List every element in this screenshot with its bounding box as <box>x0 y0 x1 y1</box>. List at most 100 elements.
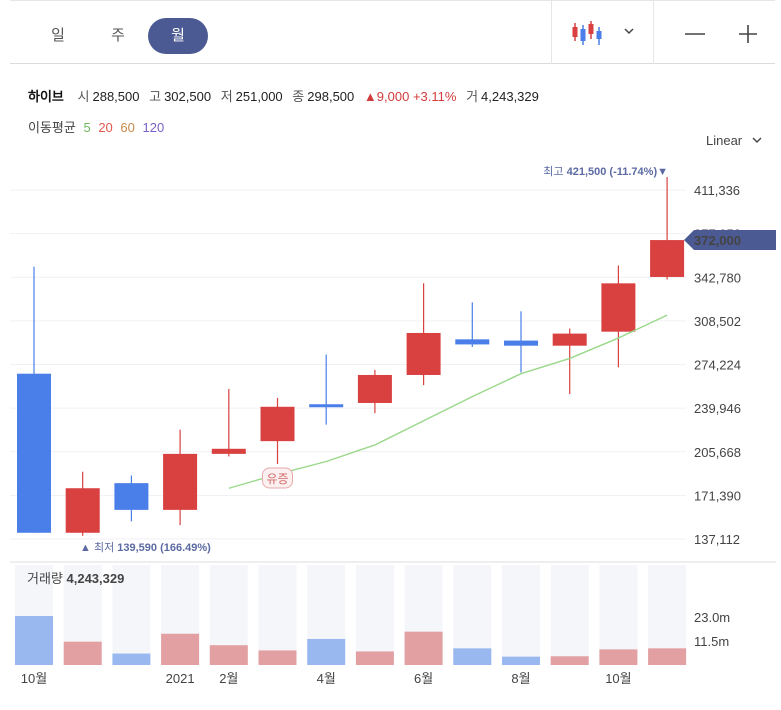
candle-body <box>455 339 490 345</box>
toolbar-divider <box>653 1 654 64</box>
ohlc-info: 하이브 시 288,500 고 302,500 저 251,000 종 298,500 … <box>28 86 545 105</box>
volume-bar <box>404 631 443 665</box>
ma-period-20: 20 <box>98 120 113 135</box>
event-badge <box>262 467 293 489</box>
low-annotation-prefix: 최저 <box>94 541 117 554</box>
price-tick-label: 171,390 <box>694 488 741 503</box>
open-label: 시 <box>77 89 90 104</box>
candle-body <box>309 404 344 408</box>
high-annotation: 최고 421,500 (-11.74%)▼ <box>543 165 668 178</box>
volume-value: 4,243,329 <box>481 89 539 104</box>
x-tick-label: 2021 <box>166 671 195 686</box>
low-value: 251,000 <box>235 89 283 104</box>
zoom-in-button[interactable] <box>728 15 768 51</box>
candle-body <box>601 283 636 332</box>
ma-period-120: 120 <box>142 120 165 135</box>
volume-bar <box>258 650 297 665</box>
candle-body <box>504 340 538 346</box>
stock-name: 하이브 <box>28 89 64 104</box>
change-value: 9,000 <box>376 89 410 104</box>
period-toolbar: 일 주 월 <box>10 0 775 64</box>
price-tick-label: 274,224 <box>694 358 741 373</box>
candle-body <box>552 333 587 346</box>
candle-body <box>211 448 246 454</box>
scale-mode-dropdown[interactable]: Linear <box>706 133 764 148</box>
candle-body <box>114 483 149 510</box>
volume-bar <box>15 616 53 665</box>
change-percent: +3.11% <box>412 89 457 104</box>
volume-bar <box>63 641 102 665</box>
x-tick-label: 8월 <box>511 671 530 686</box>
volume-bar <box>453 648 492 665</box>
toolbar-divider <box>551 1 552 64</box>
volume-bar <box>599 649 638 665</box>
chevron-down-icon <box>752 137 762 143</box>
volume-bar <box>502 656 540 665</box>
volume-column-bg <box>502 565 540 665</box>
moving-average-legend[interactable]: 이동평균 5 20 60 120 <box>28 117 168 136</box>
candle-body <box>357 374 392 403</box>
tab-month[interactable]: 월 <box>148 18 208 54</box>
candle-body <box>163 453 198 510</box>
x-tick-label: 10월 <box>605 671 631 686</box>
candle-body <box>260 406 295 442</box>
tab-week[interactable]: 주 <box>111 27 125 44</box>
high-label: 고 <box>149 89 162 104</box>
low-label: 저 <box>220 89 233 104</box>
volume-bar <box>112 653 151 665</box>
minus-icon <box>685 33 705 35</box>
volume-bar <box>550 656 589 665</box>
change-arrow-icon: ▲ <box>363 89 377 104</box>
volume-column-bg <box>258 565 297 665</box>
low-annotation: ▲ 최저 139,590 (166.49%) <box>80 541 211 554</box>
ma-label: 이동평균 <box>28 120 76 135</box>
price-tick-label: 411,336 <box>694 183 740 198</box>
volume-total: 4,243,329 <box>67 571 125 586</box>
candlestick-icon <box>572 21 602 45</box>
volume-column-bg <box>112 565 151 665</box>
volume-tick-label: 23.0m <box>694 610 730 625</box>
ma-period-60: 60 <box>120 120 135 135</box>
candle-body <box>650 240 685 277</box>
volume-column-bg <box>355 565 394 665</box>
price-tick-label: 239,946 <box>694 401 741 416</box>
volume-bar <box>161 633 200 665</box>
chart-type-dropdown[interactable] <box>616 15 642 51</box>
candle-body <box>65 488 100 533</box>
high-value: 302,500 <box>164 89 212 104</box>
x-tick-label: 10월 <box>21 671 47 686</box>
zoom-out-button[interactable] <box>675 15 715 51</box>
x-tick-label: 4월 <box>317 671 336 686</box>
volume-bar <box>209 645 248 665</box>
volume-bar <box>307 638 346 665</box>
volume-tick-label: 11.5m <box>694 634 729 649</box>
price-tick-label: 342,780 <box>694 270 741 285</box>
volume-label: 거 <box>466 89 479 104</box>
volume-column-bg <box>599 565 638 665</box>
ma-period-5: 5 <box>83 120 91 135</box>
low-annotation-arrow-icon: ▲ <box>80 542 94 554</box>
x-tick-label: 2월 <box>219 671 238 686</box>
high-annotation-prefix: 최고 <box>543 165 566 178</box>
volume-title: 거래량 4,243,329 <box>27 571 124 586</box>
current-price-tag <box>684 230 776 251</box>
volume-bar <box>355 651 394 665</box>
price-tick-label: 205,668 <box>694 445 741 460</box>
close-label: 종 <box>292 89 305 104</box>
ma5-line <box>228 314 668 489</box>
chart-type-button[interactable] <box>570 15 610 51</box>
event-badge-label: 유증 <box>266 472 288 486</box>
high-annotation-arrow-icon: ▼ <box>657 166 668 178</box>
high-annotation-value: 421,500 (-11.74%) <box>567 166 658 178</box>
price-tick-label: 308,502 <box>694 314 741 329</box>
current-price-label: 372,000 <box>694 233 741 248</box>
low-annotation-value: 139,590 (166.49%) <box>117 542 211 554</box>
volume-column-bg <box>550 565 589 665</box>
tab-day[interactable]: 일 <box>51 27 65 44</box>
price-tick-label: 137,112 <box>694 532 740 547</box>
candle-body <box>406 332 441 375</box>
candle-body <box>17 373 51 533</box>
plus-icon <box>739 25 757 43</box>
close-value: 298,500 <box>307 89 355 104</box>
